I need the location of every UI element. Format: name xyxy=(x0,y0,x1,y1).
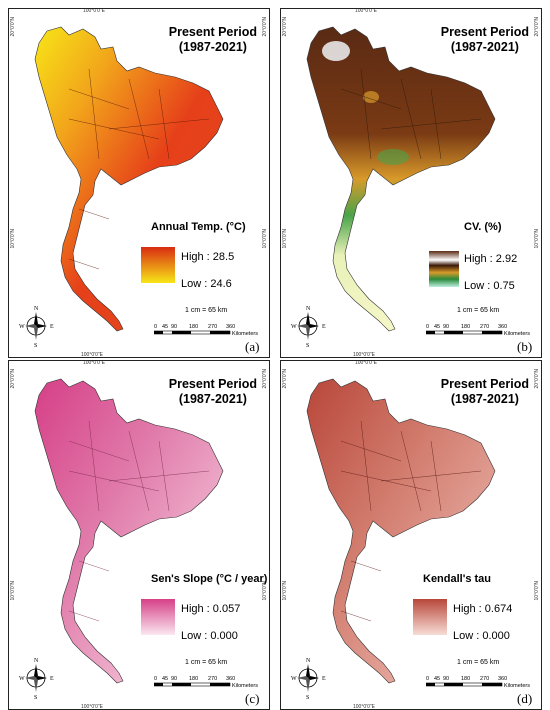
svg-text:360: 360 xyxy=(226,324,235,330)
legend-title: CV. (%) xyxy=(464,221,502,233)
legend-high: High : 28.5 xyxy=(181,251,235,263)
svg-text:90: 90 xyxy=(171,676,177,682)
longitude-label: 100°0'0"E xyxy=(355,8,377,14)
svg-text:360: 360 xyxy=(498,676,507,682)
north-arrow-compass-icon: N S W E xyxy=(19,658,54,699)
svg-text:180: 180 xyxy=(461,324,470,330)
map-panel-sens-slope: 100°0'0"E 100°0'0"E 20°0'0"N 10°0'0"N 20… xyxy=(8,360,270,710)
svg-text:0: 0 xyxy=(426,324,429,330)
map-title: Present Period (1987-2021) xyxy=(440,377,529,406)
svg-text:W: W xyxy=(19,324,25,330)
svg-text:180: 180 xyxy=(461,676,470,682)
svg-text:0: 0 xyxy=(154,676,157,682)
svg-text:E: E xyxy=(50,676,54,682)
svg-text:45: 45 xyxy=(162,676,168,682)
legend-high: High : 2.92 xyxy=(464,253,518,265)
thailand-map xyxy=(34,378,224,684)
legend-low: Low : 0.000 xyxy=(181,630,238,642)
svg-text:180: 180 xyxy=(189,324,198,330)
legend-swatch xyxy=(141,247,175,283)
svg-text:270: 270 xyxy=(480,324,489,330)
north-arrow-compass-icon: N S W E xyxy=(291,658,326,699)
map-title: Present Period (1987-2021) xyxy=(168,25,257,54)
svg-text:Kilometers: Kilometers xyxy=(232,683,258,689)
panel-tag: (c) xyxy=(245,691,260,706)
map-panel-kendalls-tau: 100°0'0"E 100°0'0"E 20°0'0"N 10°0'0"N 20… xyxy=(280,360,542,710)
map-panel-cv: 100°0'0"E 100°0'0"E 20°0'0"N 10°0'0"N 20… xyxy=(280,8,542,358)
longitude-label: 100°0'0"E xyxy=(81,352,103,358)
legend-swatch xyxy=(141,599,175,635)
svg-text:N: N xyxy=(306,658,311,664)
svg-text:W: W xyxy=(291,324,297,330)
legend-swatch xyxy=(429,251,459,287)
svg-text:N: N xyxy=(34,306,39,312)
longitude-label: 100°0'0"E xyxy=(81,704,103,710)
svg-text:0: 0 xyxy=(426,676,429,682)
longitude-label: 100°0'0"E xyxy=(353,352,375,358)
svg-text:N: N xyxy=(306,306,311,312)
legend-title: Kendall's tau xyxy=(423,573,492,585)
panel-tag: (b) xyxy=(517,339,533,354)
legend-low: Low : 0.000 xyxy=(453,630,510,642)
legend-high: High : 0.057 xyxy=(181,603,241,615)
svg-text:360: 360 xyxy=(226,676,235,682)
map-panel-annual-temp: 100°0'0"E 100°0'0"E 20°0'0"N 10°0'0"N 20… xyxy=(8,8,270,358)
map-title: Present Period (1987-2021) xyxy=(440,25,529,54)
scale-bar: 0 45 90 180 270 360 Kilometers xyxy=(154,324,258,337)
longitude-label: 100°0'0"E xyxy=(83,8,105,14)
svg-text:90: 90 xyxy=(171,324,177,330)
svg-text:N: N xyxy=(34,658,39,664)
longitude-label: 100°0'0"E xyxy=(355,360,377,366)
svg-text:270: 270 xyxy=(208,324,217,330)
scale-bar: 0 45 90 180 270 360 Kilometers xyxy=(154,676,258,689)
legend-low: Low : 24.6 xyxy=(181,278,232,290)
svg-text:360: 360 xyxy=(498,324,507,330)
svg-text:W: W xyxy=(291,676,297,682)
svg-text:Kilometers: Kilometers xyxy=(504,683,530,689)
scale-bar: 0 45 90 180 270 360 Kilometers xyxy=(426,676,530,689)
north-arrow-compass-icon: N S W E xyxy=(19,306,54,347)
thailand-map xyxy=(306,378,496,684)
map-title: Present Period (1987-2021) xyxy=(168,377,257,406)
legend-swatch xyxy=(413,599,447,635)
thailand-map xyxy=(306,26,496,332)
svg-text:S: S xyxy=(306,343,309,347)
legend-title: Annual Temp. (°C) xyxy=(151,221,246,233)
svg-text:45: 45 xyxy=(162,324,168,330)
svg-text:E: E xyxy=(322,676,326,682)
scale-label: 1 cm = 65 km xyxy=(185,307,228,314)
svg-text:Kilometers: Kilometers xyxy=(232,331,258,337)
scale-label: 1 cm = 65 km xyxy=(457,307,500,314)
longitude-label: 100°0'0"E xyxy=(83,360,105,366)
svg-text:S: S xyxy=(34,695,37,699)
panel-tag: (d) xyxy=(517,691,533,706)
svg-text:270: 270 xyxy=(480,676,489,682)
longitude-label: 100°0'0"E xyxy=(353,704,375,710)
svg-text:270: 270 xyxy=(208,676,217,682)
svg-text:45: 45 xyxy=(434,676,440,682)
svg-text:W: W xyxy=(19,676,25,682)
svg-text:45: 45 xyxy=(434,324,440,330)
svg-text:90: 90 xyxy=(443,676,449,682)
legend-title: Sen's Slope (°C / year) xyxy=(151,573,268,585)
svg-text:180: 180 xyxy=(189,676,198,682)
panel-tag: (a) xyxy=(245,339,260,354)
legend-high: High : 0.674 xyxy=(453,603,513,615)
scale-bar: 0 45 90 180 270 360 Kilometers xyxy=(426,324,530,337)
svg-text:E: E xyxy=(322,324,326,330)
north-arrow-compass-icon: N S W E xyxy=(291,306,326,347)
svg-text:0: 0 xyxy=(154,324,157,330)
svg-text:S: S xyxy=(34,343,37,347)
scale-label: 1 cm = 65 km xyxy=(185,659,228,666)
svg-text:S: S xyxy=(306,695,309,699)
svg-text:E: E xyxy=(50,324,54,330)
thailand-map xyxy=(34,26,224,332)
svg-text:Kilometers: Kilometers xyxy=(504,331,530,337)
svg-text:90: 90 xyxy=(443,324,449,330)
scale-label: 1 cm = 65 km xyxy=(457,659,500,666)
legend-low: Low : 0.75 xyxy=(464,280,515,292)
